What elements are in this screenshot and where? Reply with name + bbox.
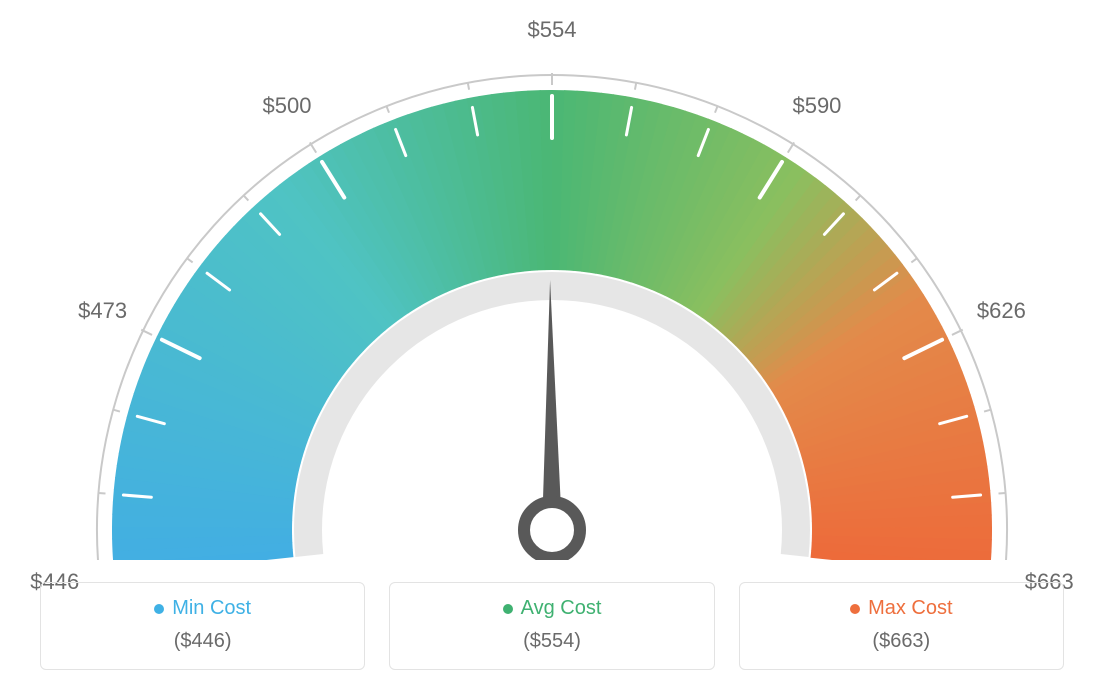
- gauge-tick-label: $473: [78, 298, 127, 324]
- gauge-tick-label: $500: [263, 93, 312, 119]
- legend-label: Min Cost: [172, 597, 251, 620]
- dot-icon: [154, 604, 164, 614]
- legend-value: ($663): [750, 630, 1053, 653]
- legend-title-max: Max Cost: [850, 597, 952, 620]
- legend-value: ($554): [400, 630, 703, 653]
- legend-row: Min Cost ($446) Avg Cost ($554) Max Cost…: [40, 582, 1064, 670]
- legend-title-min: Min Cost: [154, 597, 251, 620]
- legend-card-max: Max Cost ($663): [739, 582, 1064, 670]
- dot-icon: [503, 604, 513, 614]
- gauge-tick-label: $626: [977, 298, 1026, 324]
- legend-label: Avg Cost: [521, 597, 602, 620]
- dot-icon: [850, 604, 860, 614]
- gauge-tick-label: $590: [792, 93, 841, 119]
- legend-label: Max Cost: [868, 597, 952, 620]
- gauge-tick-label: $554: [528, 17, 577, 43]
- legend-value: ($446): [51, 630, 354, 653]
- legend-card-avg: Avg Cost ($554): [389, 582, 714, 670]
- cost-gauge: $446$473$500$554$590$626$663: [0, 0, 1104, 560]
- legend-card-min: Min Cost ($446): [40, 582, 365, 670]
- legend-title-avg: Avg Cost: [503, 597, 602, 620]
